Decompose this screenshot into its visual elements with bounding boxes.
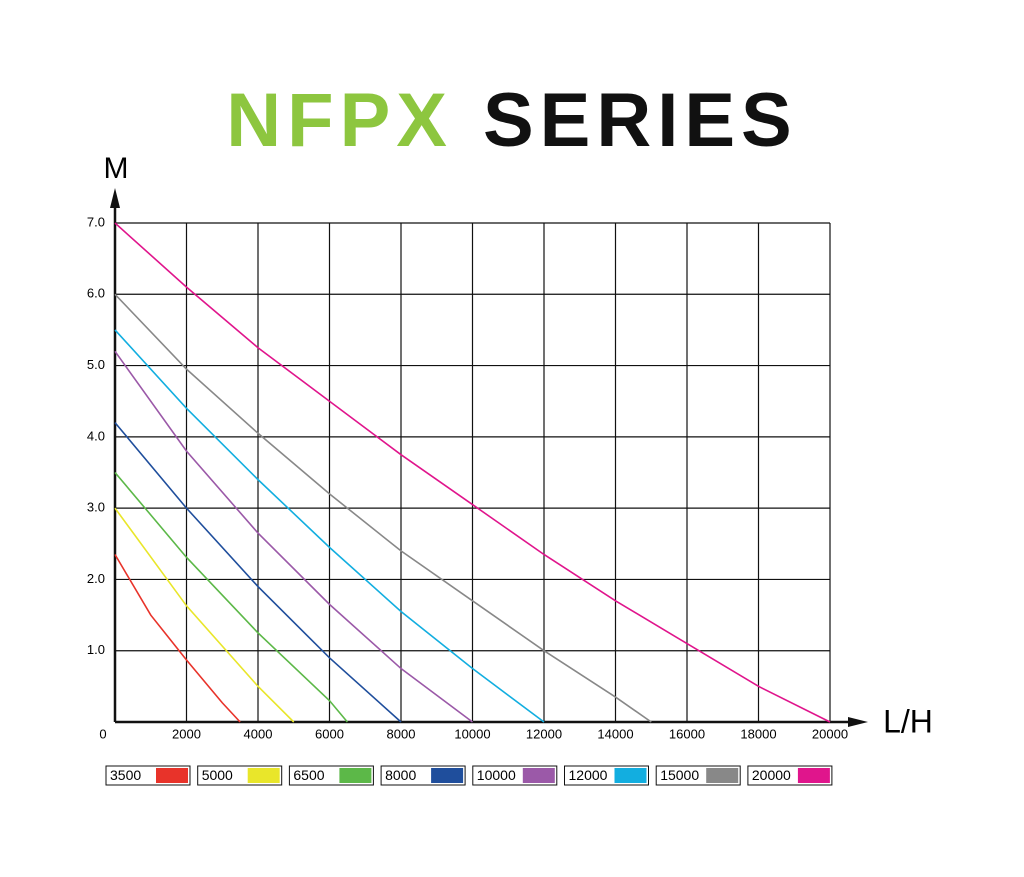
series-line [114,329,545,723]
x-tick-label: 14000 [597,726,633,741]
y-arrow [110,188,120,208]
x-arrow [848,717,868,727]
y-tick-label: 4.0 [87,428,105,443]
legend-label: 3500 [110,767,141,783]
chart-title: NFPX SERIES [226,78,797,163]
y-tick-label: 3.0 [87,500,105,515]
series-line [114,222,831,723]
legend-swatch [247,768,280,783]
legend-swatch [156,768,188,783]
legend-swatch [339,768,372,783]
title-part: SERIES [483,78,798,163]
legend-swatch [431,768,464,783]
legend-label: 12000 [569,767,608,783]
y-tick-label: 5.0 [87,357,105,372]
legend-swatch [522,768,555,783]
legend-label: 6500 [293,767,324,783]
legend-swatch [614,768,647,783]
y-tick-label: 6.0 [87,286,105,301]
x-tick-label: 16000 [669,726,705,741]
x-tick-label: 20000 [812,726,848,741]
series-line [114,471,348,723]
legend-label: 20000 [752,767,791,783]
x-tick-label: 4000 [244,726,273,741]
y-tick-label: 1.0 [87,642,105,657]
series-line [114,350,473,723]
series-line [114,554,241,723]
y-tick-label: 2.0 [87,571,105,586]
legend-label: 8000 [385,767,416,783]
x-axis-label: L/H [883,703,933,739]
x-tick-label: 0 [99,726,106,741]
series-line [114,293,652,723]
series-line [114,422,402,723]
legend-swatch [797,768,830,783]
legend-label: 15000 [660,767,699,783]
x-tick-label: 18000 [740,726,776,741]
y-tick-label: 7.0 [87,214,105,229]
legend-swatch [706,768,739,783]
title-part: NFPX [226,78,453,163]
y-axis-label: M [104,152,129,185]
series-line [114,507,295,723]
x-tick-label: 2000 [172,726,201,741]
legend-label: 5000 [202,767,233,783]
x-tick-label: 10000 [454,726,490,741]
x-tick-label: 8000 [387,726,416,741]
legend-label: 10000 [477,767,516,783]
x-tick-label: 6000 [315,726,344,741]
x-tick-label: 12000 [526,726,562,741]
